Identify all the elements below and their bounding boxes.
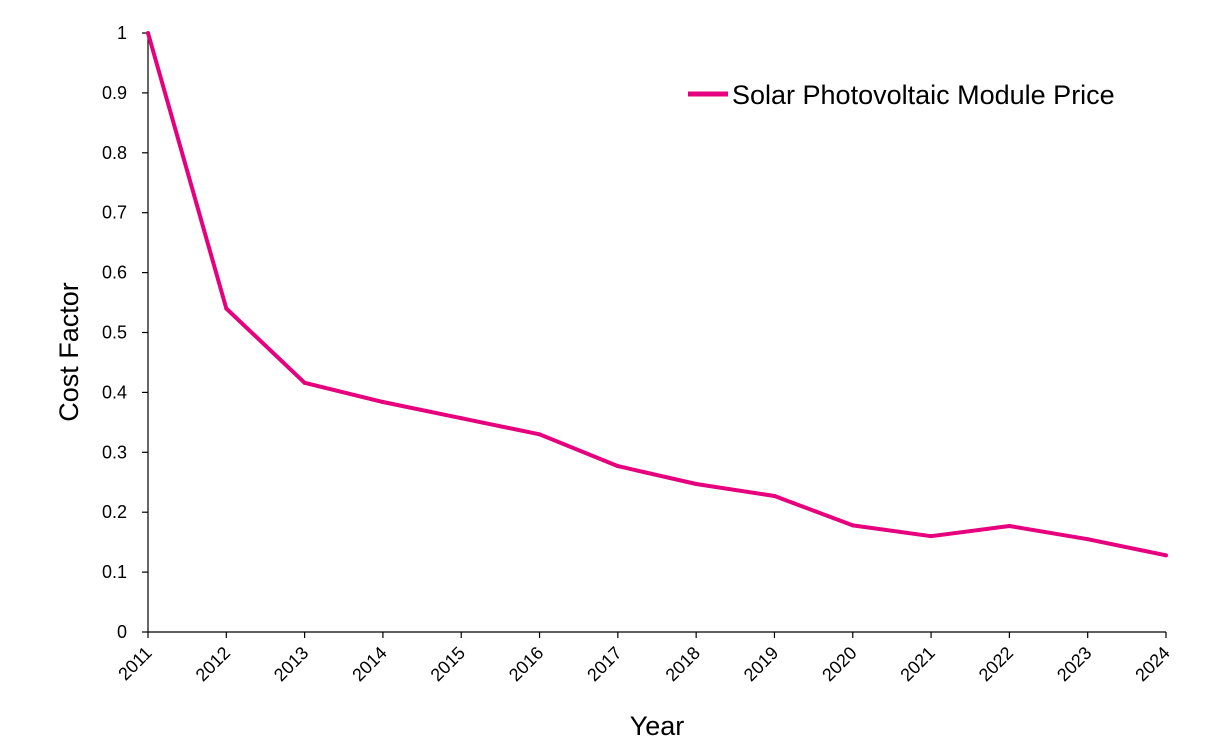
y-axis-ticks: 0 0.1 0.2 0.3 0.4 0.5 0.6 0.7 0.8 0.9 1: [102, 23, 148, 642]
x-tick-label: 2023: [1053, 643, 1095, 685]
data-point: [1085, 537, 1090, 542]
x-tick-label: 2019: [740, 643, 782, 685]
legend-label: Solar Photovoltaic Module Price: [732, 80, 1115, 110]
y-axis-title: Cost Factor: [54, 282, 84, 422]
data-point: [537, 432, 542, 437]
data-point: [302, 380, 307, 385]
x-tick-label: 2016: [505, 643, 547, 685]
x-axis-title: Year: [630, 711, 685, 741]
x-tick-label: 2015: [427, 643, 469, 685]
y-tick-label: 0.7: [102, 203, 127, 223]
data-point: [459, 416, 464, 421]
x-tick-label: 2018: [662, 643, 704, 685]
data-point: [615, 464, 620, 469]
series-line-0: [146, 32, 1167, 558]
x-tick-label: 2022: [975, 643, 1017, 685]
data-point: [1007, 523, 1012, 528]
x-tick-label: 2013: [270, 643, 312, 685]
x-tick-label: 2017: [583, 643, 625, 685]
y-tick-label: 0.4: [102, 382, 127, 402]
x-tick-label: 2014: [348, 643, 390, 685]
legend: Solar Photovoltaic Module Price: [688, 80, 1115, 110]
x-axis-ticks: 2011 2012 2013 2014 2015 2016 2017 2018 2019 2020…: [114, 632, 1174, 685]
data-point: [694, 482, 699, 487]
x-tick-label: 2020: [818, 643, 860, 685]
y-tick-label: 0.9: [102, 83, 127, 103]
y-tick-label: 1: [117, 23, 127, 43]
x-tick-label: 2024: [1131, 643, 1173, 685]
x-tick-label: 2021: [896, 643, 938, 685]
y-tick-label: 0.1: [102, 562, 127, 582]
data-point: [380, 399, 385, 404]
y-tick-label: 0.3: [102, 442, 127, 462]
y-tick-label: 0.2: [102, 502, 127, 522]
y-tick-label: 0.8: [102, 143, 127, 163]
data-point: [929, 534, 934, 539]
y-tick-label: 0.5: [102, 323, 127, 343]
data-point: [772, 494, 777, 499]
x-tick-label: 2011: [114, 643, 156, 685]
axes: [147, 33, 1166, 633]
x-tick-label: 2012: [192, 643, 234, 685]
data-point: [850, 523, 855, 528]
data-point: [224, 306, 229, 311]
y-tick-label: 0.6: [102, 263, 127, 283]
data-point: [146, 31, 150, 35]
y-tick-label: 0: [117, 622, 127, 642]
series-group: [146, 31, 1168, 558]
data-point: [1164, 553, 1168, 558]
